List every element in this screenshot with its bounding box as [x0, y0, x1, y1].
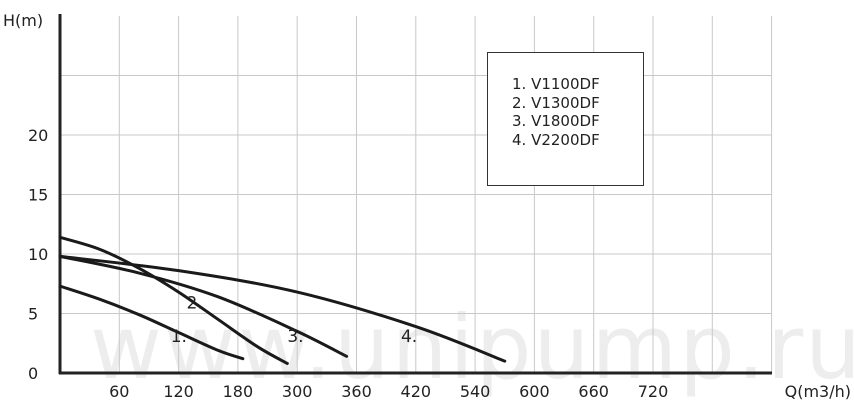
x-tick-label: 540: [460, 382, 491, 401]
x-tick-label: 180: [223, 382, 254, 401]
legend: 1. V1100DF 2. V1300DF 3. V1800DF 4. V220…: [487, 52, 644, 186]
curve-label-4: 4.: [401, 327, 417, 347]
legend-item-3: 3. V1800DF: [512, 112, 600, 130]
y-tick-label: 0: [28, 364, 38, 383]
curve-series-3: [58, 254, 349, 358]
y-tick-label: 20: [28, 126, 48, 145]
curve-label-3: 3.: [287, 327, 303, 347]
legend-item-1: 1. V1100DF: [512, 75, 600, 93]
y-tick-label: 10: [28, 245, 48, 264]
legend-item-4: 4. V2200DF: [512, 130, 600, 149]
x-tick-label: 300: [282, 382, 313, 401]
x-tick-label: 420: [401, 382, 432, 401]
curve-series-2: [58, 235, 289, 365]
legend-item-2: 2. V1300DF: [512, 93, 600, 112]
y-tick-label: 5: [28, 305, 38, 324]
x-tick-label: 120: [163, 382, 194, 401]
curve-label-2: 2.: [187, 294, 203, 314]
curve-series-4: [58, 254, 507, 363]
x-tick-label: 360: [341, 382, 372, 401]
x-axis-label: Q(m3/h): [785, 382, 851, 401]
x-tick-label: 660: [578, 382, 609, 401]
x-tick-label: 60: [109, 382, 129, 401]
curve-label-1: 1.: [171, 327, 187, 347]
x-tick-label: 720: [638, 382, 669, 401]
curve-series-1: [58, 284, 245, 361]
y-axis-label: H(m): [3, 11, 43, 30]
y-tick-label: 15: [28, 186, 48, 205]
x-tick-label: 600: [519, 382, 550, 401]
